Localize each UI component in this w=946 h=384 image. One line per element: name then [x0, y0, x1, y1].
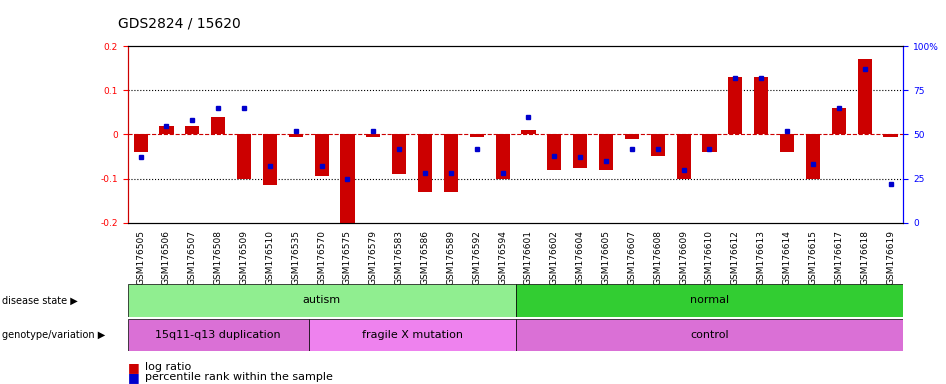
Bar — [128, 284, 516, 317]
Text: 15q11-q13 duplication: 15q11-q13 duplication — [155, 330, 281, 340]
Bar — [308, 319, 516, 351]
Bar — [366, 134, 380, 137]
Bar — [702, 134, 717, 152]
Bar — [185, 126, 200, 134]
Bar — [496, 134, 510, 179]
Bar — [832, 108, 846, 134]
Bar — [728, 77, 743, 134]
Bar — [651, 134, 665, 157]
Text: log ratio: log ratio — [145, 362, 191, 372]
Text: fragile X mutation: fragile X mutation — [361, 330, 463, 340]
Bar — [133, 134, 148, 152]
Bar — [516, 319, 903, 351]
Bar — [314, 134, 329, 176]
Bar — [780, 134, 795, 152]
Bar — [754, 77, 768, 134]
Bar — [392, 134, 407, 174]
Bar — [624, 134, 639, 139]
Bar — [341, 134, 355, 225]
Bar — [676, 134, 691, 179]
Bar — [418, 134, 432, 192]
Bar — [289, 134, 303, 137]
Bar — [599, 134, 613, 170]
Bar — [521, 130, 535, 134]
Bar — [159, 126, 174, 134]
Bar — [516, 284, 903, 317]
Text: autism: autism — [303, 295, 341, 306]
Bar — [806, 134, 820, 179]
Text: GDS2824 / 15620: GDS2824 / 15620 — [118, 17, 241, 31]
Bar — [469, 134, 484, 137]
Bar — [884, 134, 898, 137]
Text: ■: ■ — [128, 371, 139, 384]
Text: control: control — [691, 330, 728, 340]
Bar — [263, 134, 277, 185]
Text: normal: normal — [690, 295, 729, 306]
Text: ■: ■ — [128, 361, 139, 374]
Bar — [236, 134, 252, 179]
Bar — [857, 59, 872, 134]
Bar — [211, 117, 225, 134]
Text: percentile rank within the sample: percentile rank within the sample — [145, 372, 333, 382]
Text: disease state ▶: disease state ▶ — [2, 295, 78, 306]
Bar — [444, 134, 458, 192]
Bar — [547, 134, 562, 170]
Bar — [573, 134, 587, 167]
Text: genotype/variation ▶: genotype/variation ▶ — [2, 330, 105, 340]
Bar — [128, 319, 308, 351]
